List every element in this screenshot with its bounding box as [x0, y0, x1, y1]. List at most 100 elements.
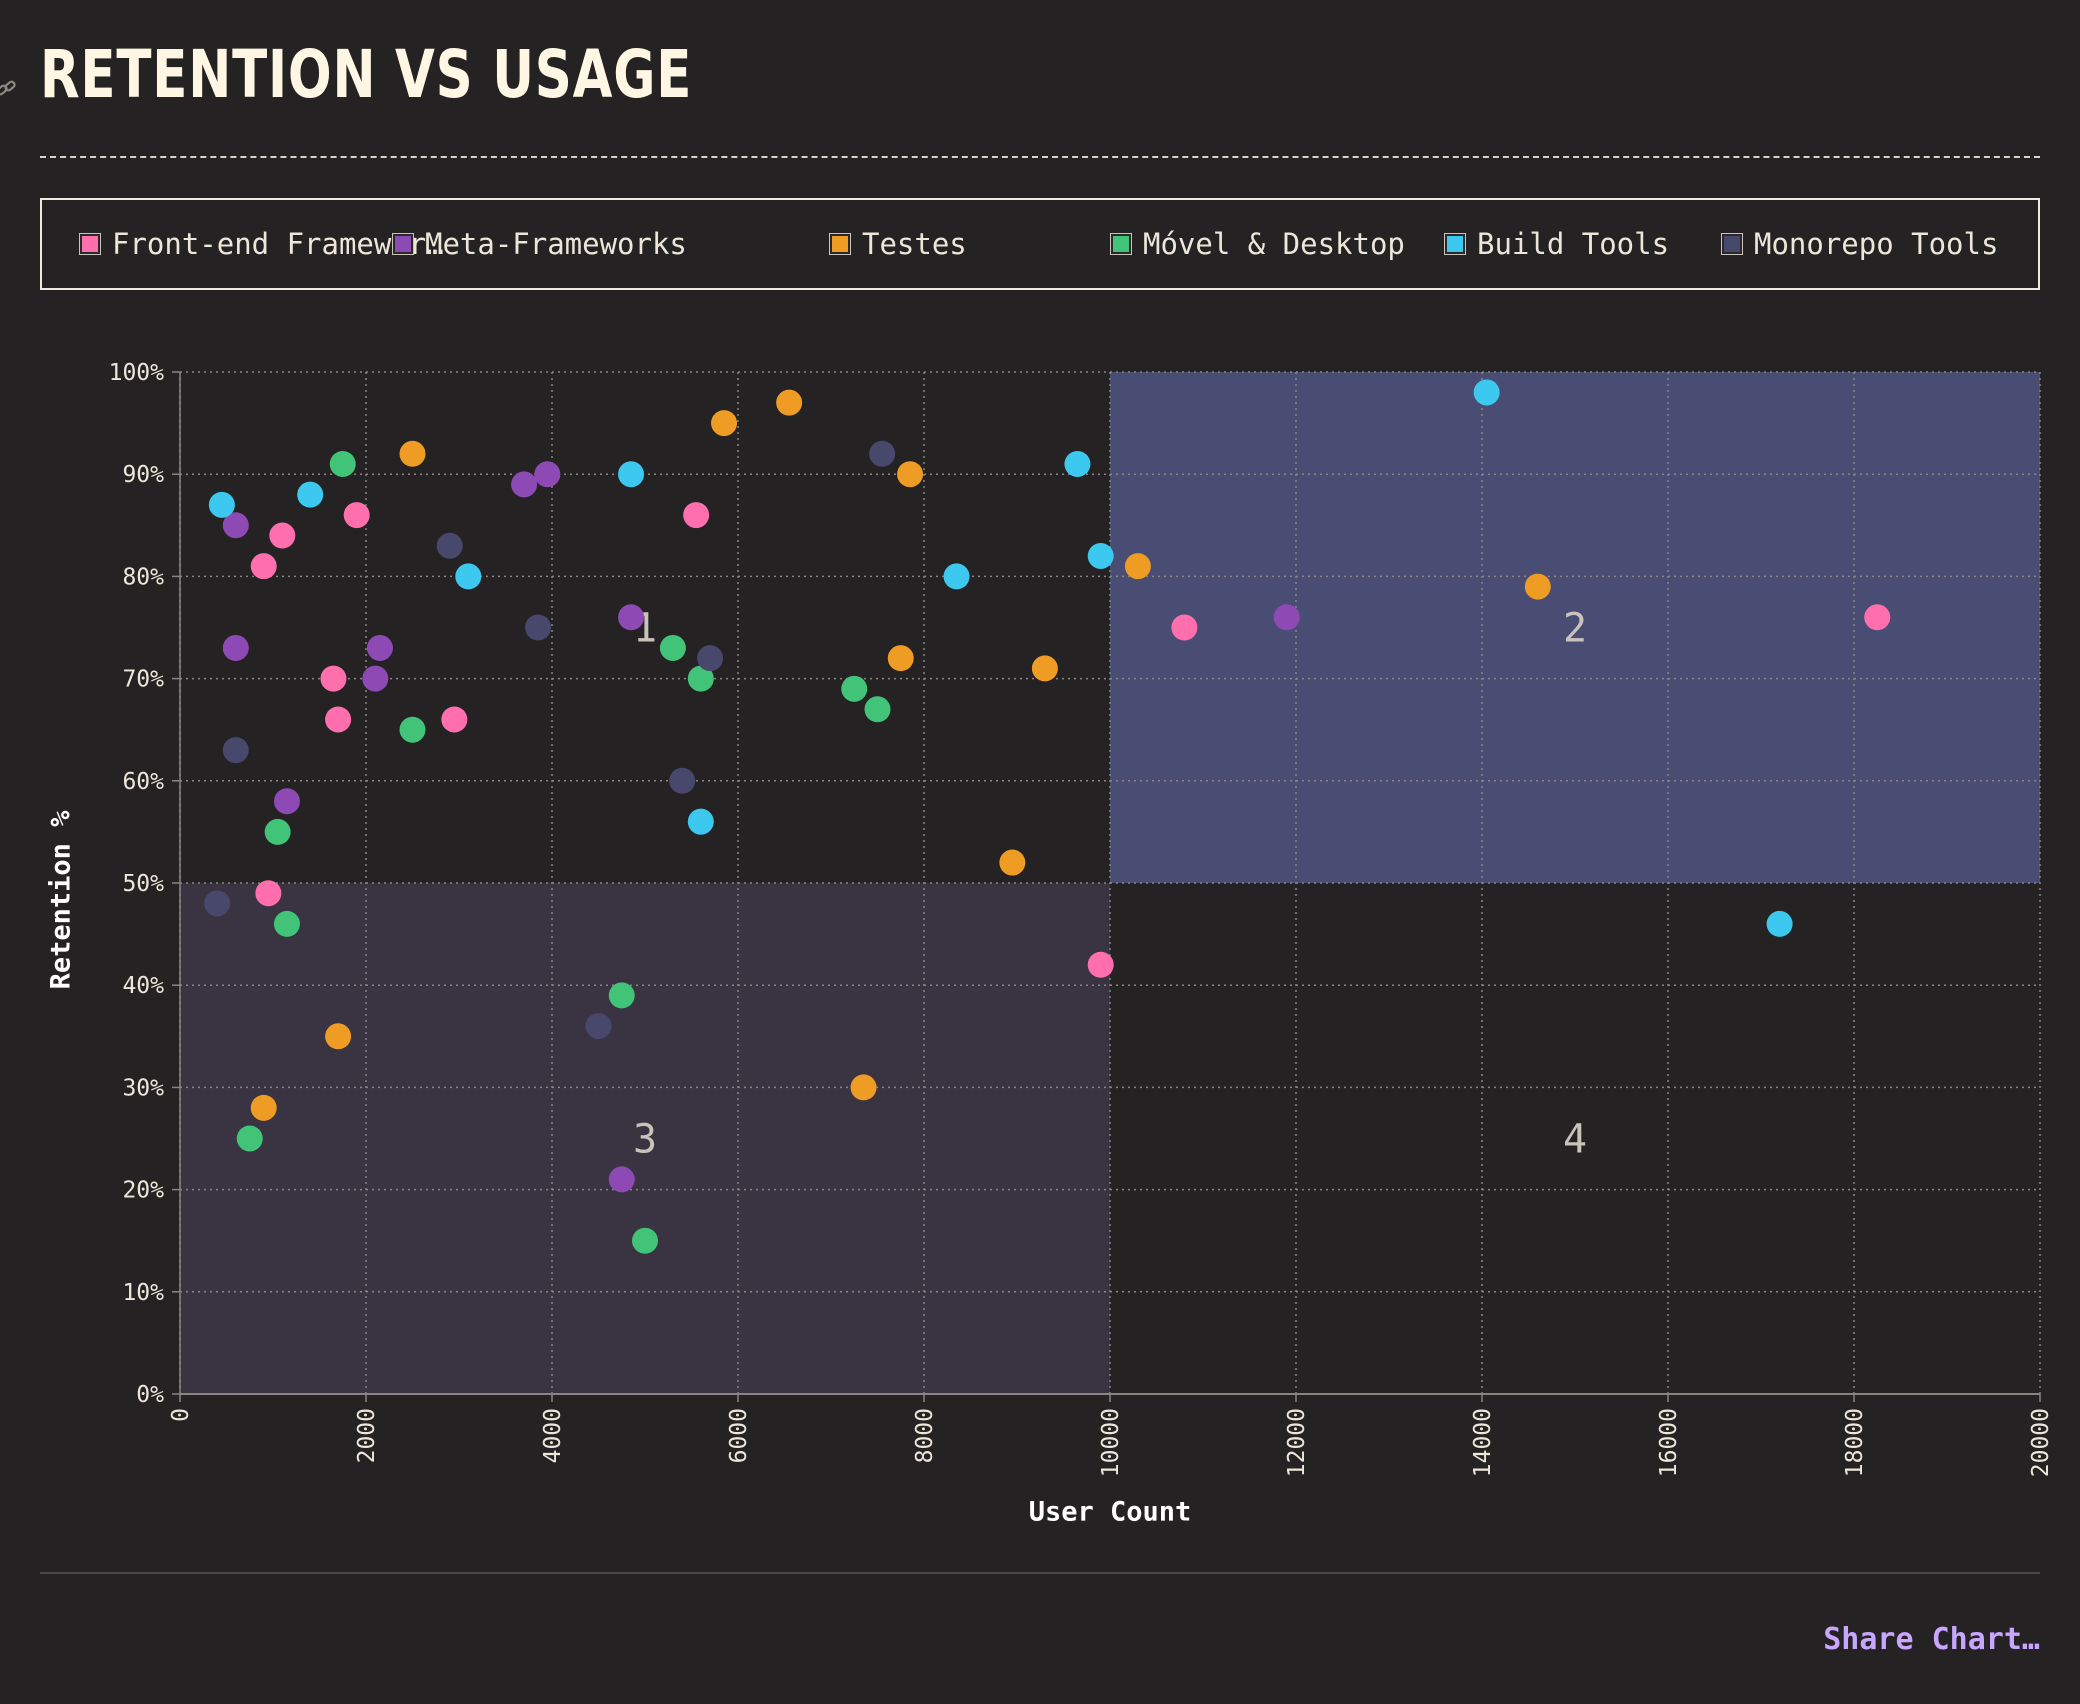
- data-point: [399, 440, 426, 467]
- data-point: [362, 665, 389, 692]
- data-point: [399, 716, 426, 743]
- legend-label-testes: Testes: [862, 227, 967, 261]
- data-point: [1473, 379, 1500, 406]
- y-tick-label: 70%: [122, 667, 164, 693]
- data-point: [1273, 604, 1300, 631]
- x-tick-label: 0: [168, 1408, 194, 1422]
- legend-swatch-build-tools: [1444, 233, 1466, 255]
- link-icon[interactable]: [0, 76, 18, 100]
- data-point: [236, 1125, 263, 1152]
- legend: Front-end Framewor… Meta-Frameworks Test…: [40, 198, 2040, 290]
- data-point: [1766, 910, 1793, 937]
- x-axis-label: User Count: [1028, 1496, 1192, 1528]
- scatter-plot: 0% 10% 20% 30% 40% 50% 60% 70% 80% 90% 100% 0 2000 40…: [109, 360, 2054, 1477]
- quadrant-region-3: [180, 883, 1110, 1394]
- data-point: [441, 706, 468, 733]
- y-tick-label: 20%: [122, 1178, 164, 1204]
- legend-label-meta-frameworks: Meta-Frameworks: [425, 227, 687, 261]
- legend-label-front-end: Front-end Framewor…: [112, 227, 444, 261]
- data-point: [687, 808, 714, 835]
- legend-swatch-testes: [829, 233, 851, 255]
- data-point: [264, 818, 291, 845]
- series-group-2: [250, 389, 1551, 1121]
- y-tick-label: 10%: [122, 1280, 164, 1306]
- data-point: [608, 982, 635, 1009]
- data-point: [864, 696, 891, 723]
- data-point: [1171, 614, 1198, 641]
- legend-item-testes[interactable]: Testes: [829, 200, 967, 288]
- y-tick-label: 100%: [109, 360, 165, 386]
- legend-label-build-tools: Build Tools: [1477, 227, 1670, 261]
- data-point: [776, 389, 803, 416]
- data-point: [455, 563, 482, 590]
- data-point: [329, 450, 356, 477]
- series-group-1: [222, 461, 1300, 1193]
- data-point: [222, 512, 249, 539]
- chart-title: RETENTION VS USAGE: [40, 36, 693, 113]
- series-group-4: [208, 379, 1793, 937]
- quadrant-label-4: 4: [1563, 1117, 1587, 1163]
- data-point: [1864, 604, 1891, 631]
- data-point: [1031, 655, 1058, 682]
- data-point: [255, 880, 282, 907]
- data-point: [222, 634, 249, 661]
- x-tick-label: 8000: [912, 1408, 938, 1463]
- share-chart-link[interactable]: Share Chart…: [1823, 1622, 2040, 1657]
- data-point: [711, 410, 738, 437]
- data-point: [669, 767, 696, 794]
- x-tick-label: 18000: [1842, 1408, 1868, 1477]
- data-point: [204, 890, 231, 917]
- x-tick-label: 6000: [726, 1408, 752, 1463]
- data-point: [343, 502, 370, 529]
- legend-swatch-meta-frameworks: [392, 233, 414, 255]
- data-point: [269, 522, 296, 549]
- data-point: [585, 1013, 612, 1040]
- data-point: [273, 788, 300, 815]
- data-point: [618, 604, 645, 631]
- y-tick-label: 90%: [122, 462, 164, 488]
- legend-item-build-tools[interactable]: Build Tools: [1444, 200, 1670, 288]
- data-point: [618, 461, 645, 488]
- x-tick-label: 14000: [1470, 1408, 1496, 1477]
- legend-item-meta-frameworks[interactable]: Meta-Frameworks: [392, 200, 687, 288]
- legend-item-front-end[interactable]: Front-end Framewor…: [79, 200, 444, 288]
- legend-swatch-monorepo-tools: [1721, 233, 1743, 255]
- data-point: [222, 737, 249, 764]
- y-axis-label: Retention %: [45, 810, 77, 990]
- data-point: [841, 675, 868, 702]
- legend-swatch-movel-desktop: [1110, 233, 1132, 255]
- x-tick-label: 12000: [1284, 1408, 1310, 1477]
- data-point: [366, 634, 393, 661]
- data-point: [897, 461, 924, 488]
- y-tick-label: 60%: [122, 769, 164, 795]
- data-point: [320, 665, 347, 692]
- data-point: [511, 471, 538, 498]
- x-tick-label: 20000: [2028, 1408, 2054, 1477]
- legend-item-movel-desktop[interactable]: Móvel & Desktop: [1110, 200, 1405, 288]
- series-group-5: [204, 440, 896, 1040]
- data-point: [250, 553, 277, 580]
- y-tick-label: 0%: [136, 1382, 164, 1408]
- title-divider: [40, 156, 2040, 158]
- data-point: [325, 706, 352, 733]
- data-point: [1087, 951, 1114, 978]
- legend-label-monorepo-tools: Monorepo Tools: [1754, 227, 1999, 261]
- data-point: [534, 461, 561, 488]
- y-tick-label: 80%: [122, 564, 164, 590]
- quadrant-label-3: 3: [633, 1117, 657, 1163]
- data-point: [659, 634, 686, 661]
- legend-item-monorepo-tools[interactable]: Monorepo Tools: [1721, 200, 1999, 288]
- data-point: [436, 532, 463, 559]
- footer-divider: [40, 1572, 2040, 1574]
- data-point: [999, 849, 1026, 876]
- data-point: [683, 502, 710, 529]
- data-point: [943, 563, 970, 590]
- data-point: [297, 481, 324, 508]
- legend-label-movel-desktop: Móvel & Desktop: [1143, 227, 1405, 261]
- quadrant-label-2: 2: [1563, 606, 1587, 652]
- y-tick-label: 40%: [122, 973, 164, 999]
- legend-swatch-front-end: [79, 233, 101, 255]
- data-point: [208, 491, 235, 518]
- series-group-3: [236, 450, 891, 1254]
- y-tick-label: 50%: [122, 871, 164, 897]
